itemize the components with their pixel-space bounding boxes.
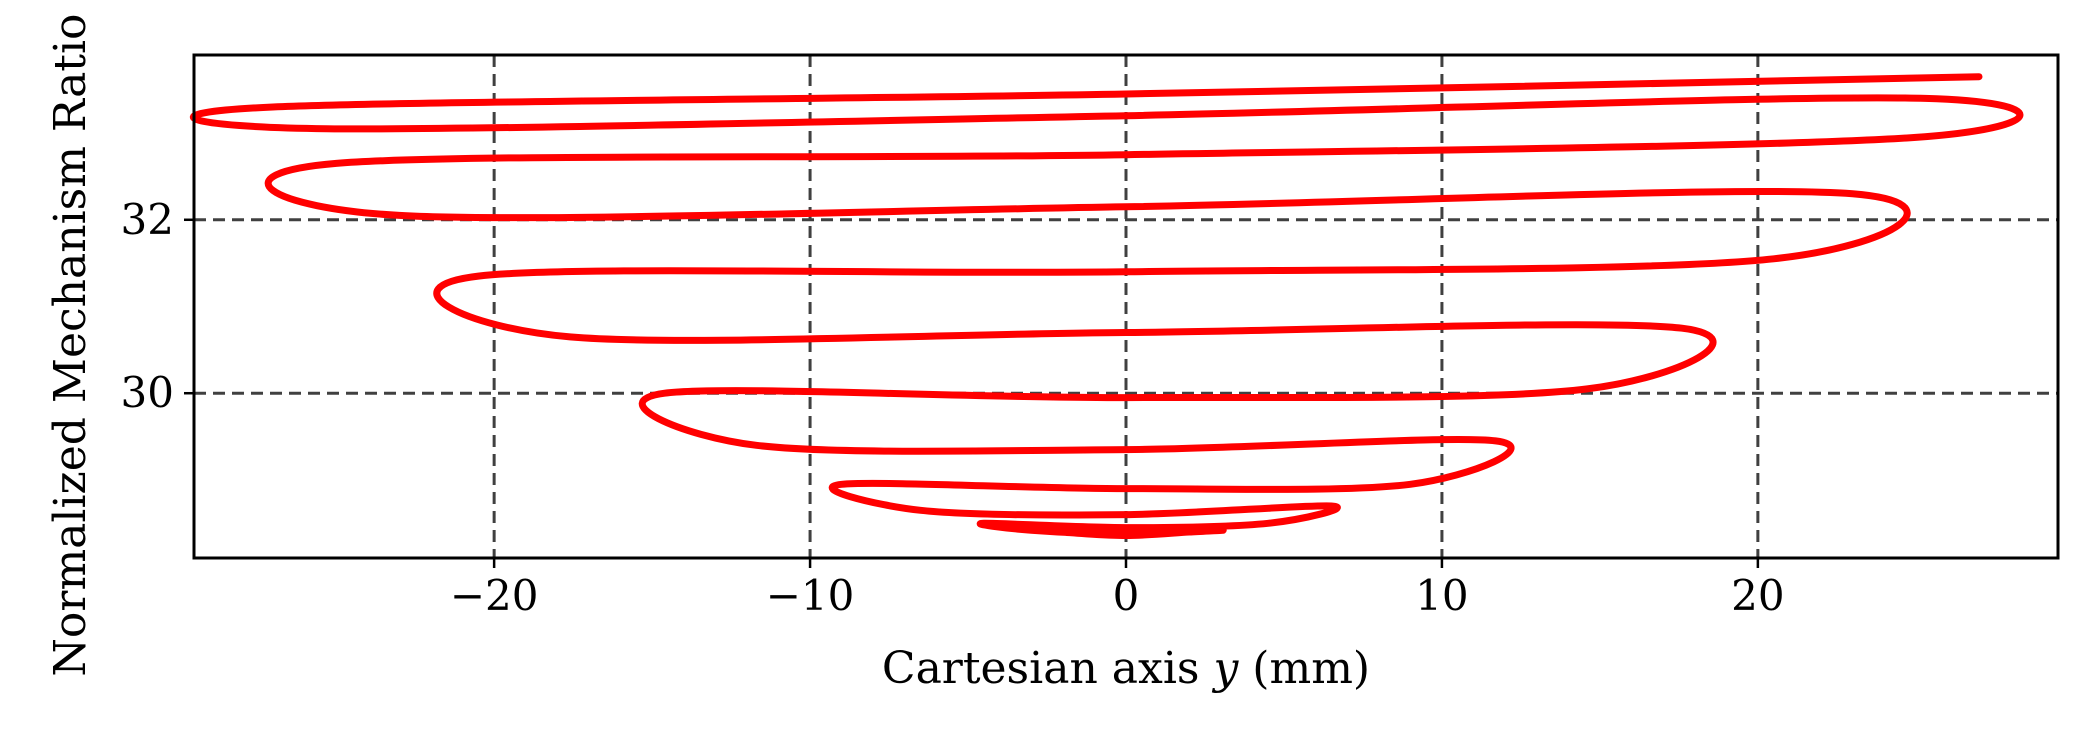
x-tick-label: −20 (450, 571, 539, 620)
x-tick-label: 10 (1415, 571, 1468, 620)
x-tick-label: −10 (766, 571, 855, 620)
x-axis-label: Cartesian axis y (mm) (882, 643, 1370, 694)
axis-ticks: −20 −10 0 10 20 30 32 (121, 195, 1785, 620)
y-tick-label: 30 (121, 368, 174, 417)
x-tick-label: 20 (1731, 571, 1784, 620)
x-axis-label-unit: (mm) (1238, 643, 1370, 694)
x-axis-label-prefix: Cartesian axis (882, 643, 1214, 694)
series-line (190, 73, 2024, 539)
x-axis-label-variable: y (1211, 643, 1239, 694)
series-layer (190, 73, 2024, 539)
y-tick-label: 32 (121, 195, 174, 244)
y-axis-label: Normalized Mechanism Ratio (45, 13, 96, 676)
x-tick-label: 0 (1113, 571, 1140, 620)
